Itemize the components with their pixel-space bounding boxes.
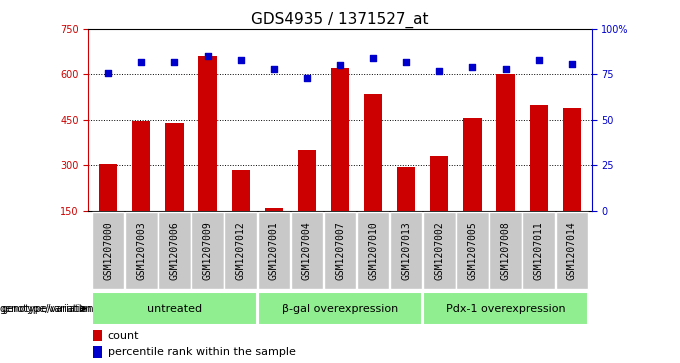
FancyBboxPatch shape bbox=[490, 212, 522, 289]
Text: β-gal overexpression: β-gal overexpression bbox=[282, 303, 398, 314]
Text: Pdx-1 overexpression: Pdx-1 overexpression bbox=[445, 303, 565, 314]
Point bbox=[533, 57, 544, 63]
Point bbox=[269, 66, 279, 72]
FancyBboxPatch shape bbox=[290, 212, 323, 289]
Text: GSM1207013: GSM1207013 bbox=[401, 221, 411, 280]
FancyBboxPatch shape bbox=[258, 292, 422, 325]
Point bbox=[434, 68, 445, 74]
Bar bbox=[133, 121, 150, 211]
Bar bbox=[232, 170, 250, 211]
Bar bbox=[99, 164, 118, 211]
FancyBboxPatch shape bbox=[423, 212, 456, 289]
Title: GDS4935 / 1371527_at: GDS4935 / 1371527_at bbox=[251, 12, 429, 28]
Text: genotype/variation: genotype/variation bbox=[2, 303, 95, 314]
Text: untreated: untreated bbox=[147, 303, 202, 314]
Text: GSM1207014: GSM1207014 bbox=[566, 221, 577, 280]
Bar bbox=[165, 123, 184, 211]
Bar bbox=[496, 74, 515, 211]
Text: GSM1207001: GSM1207001 bbox=[269, 221, 279, 280]
Bar bbox=[265, 208, 283, 211]
FancyBboxPatch shape bbox=[324, 212, 356, 289]
Text: GSM1207005: GSM1207005 bbox=[467, 221, 477, 280]
Point bbox=[566, 61, 577, 66]
Text: GSM1207000: GSM1207000 bbox=[103, 221, 114, 280]
Point bbox=[335, 62, 345, 68]
FancyBboxPatch shape bbox=[258, 212, 290, 289]
Text: GSM1207007: GSM1207007 bbox=[335, 221, 345, 280]
Text: percentile rank within the sample: percentile rank within the sample bbox=[107, 347, 295, 357]
Text: genotype/variation: genotype/variation bbox=[0, 303, 92, 314]
Text: GSM1207006: GSM1207006 bbox=[169, 221, 180, 280]
Point bbox=[500, 66, 511, 72]
Bar bbox=[463, 118, 481, 211]
Bar bbox=[430, 156, 448, 211]
Bar bbox=[562, 108, 581, 211]
Point bbox=[202, 53, 213, 59]
FancyBboxPatch shape bbox=[92, 212, 124, 289]
Text: GSM1207003: GSM1207003 bbox=[137, 221, 146, 280]
Text: count: count bbox=[107, 331, 139, 341]
Text: GSM1207002: GSM1207002 bbox=[435, 221, 444, 280]
Point bbox=[301, 75, 312, 81]
FancyBboxPatch shape bbox=[92, 292, 256, 325]
Bar bbox=[397, 167, 415, 211]
FancyBboxPatch shape bbox=[522, 212, 555, 289]
Text: GSM1207004: GSM1207004 bbox=[302, 221, 312, 280]
Point bbox=[401, 59, 411, 65]
Bar bbox=[364, 94, 382, 211]
FancyBboxPatch shape bbox=[125, 212, 158, 289]
Point bbox=[169, 59, 180, 65]
Text: GSM1207012: GSM1207012 bbox=[236, 221, 245, 280]
Point bbox=[103, 70, 114, 76]
Bar bbox=[93, 330, 103, 341]
Point bbox=[368, 55, 379, 61]
FancyBboxPatch shape bbox=[556, 212, 588, 289]
FancyBboxPatch shape bbox=[224, 212, 257, 289]
Point bbox=[136, 59, 147, 65]
FancyBboxPatch shape bbox=[390, 212, 422, 289]
FancyBboxPatch shape bbox=[357, 212, 390, 289]
Text: GSM1207008: GSM1207008 bbox=[500, 221, 511, 280]
Text: GSM1207009: GSM1207009 bbox=[203, 221, 213, 280]
Text: GSM1207010: GSM1207010 bbox=[368, 221, 378, 280]
FancyBboxPatch shape bbox=[191, 212, 224, 289]
Point bbox=[235, 57, 246, 63]
Point bbox=[467, 64, 478, 70]
Bar bbox=[298, 150, 316, 211]
Bar bbox=[93, 346, 103, 358]
FancyBboxPatch shape bbox=[424, 292, 588, 325]
FancyBboxPatch shape bbox=[456, 212, 489, 289]
Bar bbox=[199, 56, 217, 211]
Text: GSM1207011: GSM1207011 bbox=[534, 221, 543, 280]
FancyBboxPatch shape bbox=[158, 212, 190, 289]
Bar bbox=[331, 68, 349, 211]
Bar bbox=[530, 105, 547, 211]
